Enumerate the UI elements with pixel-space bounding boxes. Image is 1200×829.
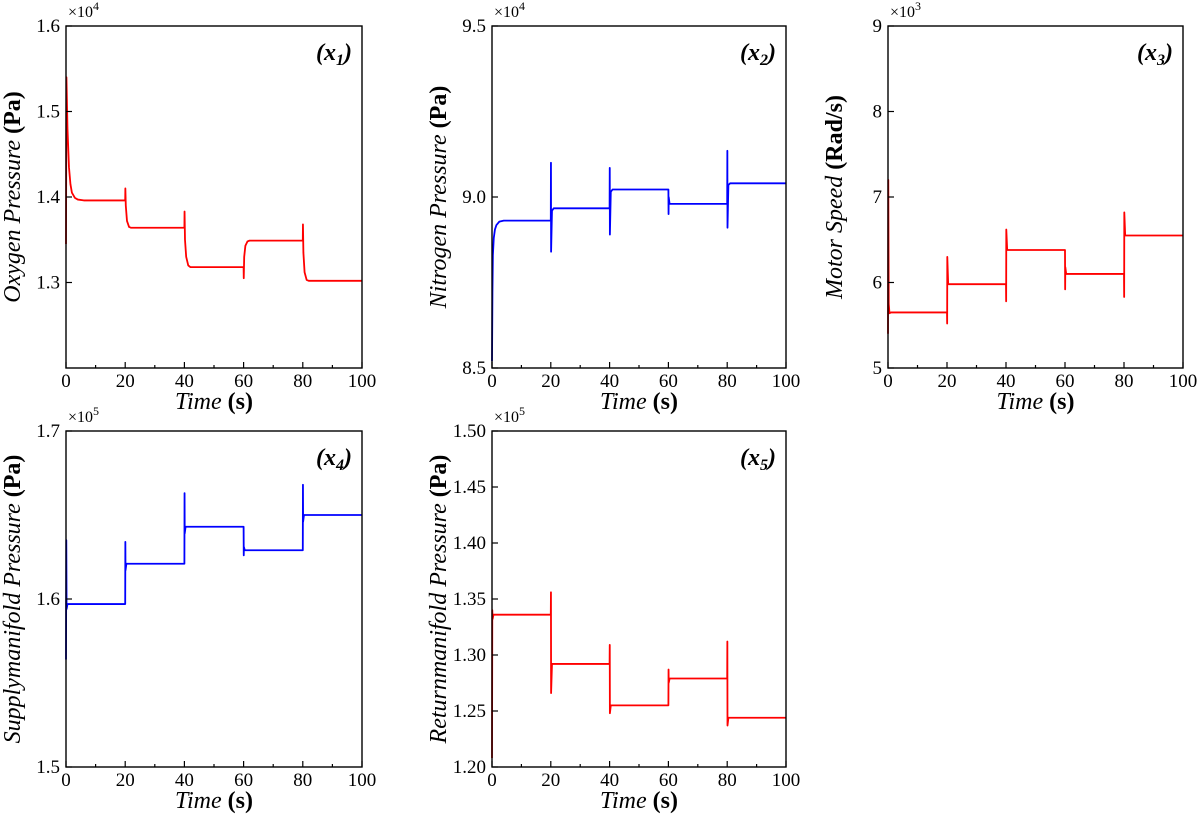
y-axis-label: Supplymanifold Pressure (Pa) [0, 455, 26, 744]
y-axis-label: Oxygen Pressure (Pa) [0, 91, 26, 303]
y-tick-label: 1.25 [453, 701, 486, 722]
x-tick-label: 0 [487, 371, 497, 392]
x-tick-label: 20 [116, 770, 135, 791]
x-axis-label: Time (s) [996, 389, 1074, 415]
x-tick-label: 60 [234, 371, 253, 392]
series-line-x5 [491, 591, 786, 759]
panel-tag: (x2) [740, 40, 776, 69]
y-axis-label: Nitrogen Pressure (Pa) [426, 86, 452, 310]
x-tick-label: 40 [175, 371, 194, 392]
y-tick-label: 1.30 [453, 645, 486, 666]
plot-frame [491, 25, 787, 369]
y-tick-label: 1.3 [36, 273, 60, 294]
x-tick-label: 60 [1056, 371, 1075, 392]
series-line-x1 [65, 76, 362, 282]
y-tick-label: 8 [873, 102, 883, 123]
plot-frame [65, 25, 363, 369]
chart-panel-x3: 0 20 40 60 80 100 5 6 7 8 9 ×103 (x3) Time (s) Motor S… [822, 0, 1197, 415]
y-tick-label: 5 [873, 358, 883, 379]
x-tick-label: 80 [1115, 371, 1134, 392]
x-axis-label: Time (s) [175, 389, 253, 415]
x-tick-label: 100 [348, 770, 377, 791]
x-tick-label: 80 [718, 371, 737, 392]
x-tick-label: 80 [718, 770, 737, 791]
x-tick-label: 60 [234, 770, 253, 791]
x-tick-label: 20 [541, 770, 560, 791]
x-tick-label: 20 [116, 371, 135, 392]
y-tick-label: 1.6 [36, 16, 60, 37]
x-tick-label: 100 [772, 371, 801, 392]
chart-panel-x2: 0 20 40 60 80 100 8.5 9.0 9.5 ×104 (x2) Time (s) Nit… [426, 0, 800, 415]
y-multiplier-label: ×105 [68, 404, 99, 426]
series-line-x3 [887, 178, 1183, 334]
y-multiplier-label: ×105 [494, 404, 525, 426]
chart-panel-x5: 0 20 40 60 80 100 1.20 1.25 1.30 1.35 1.40 1.45 1.50… [426, 404, 800, 814]
y-multiplier-label: ×104 [68, 0, 99, 21]
y-tick-label: 1.50 [453, 421, 486, 442]
series-line-x4 [65, 483, 362, 660]
x-tick-label: 40 [175, 770, 194, 791]
y-tick-label: 9 [873, 16, 883, 37]
y-tick-label: 1.5 [36, 757, 60, 778]
chart-panel-x1: 0 20 40 60 80 100 1.3 1.4 1.5 1.6 ×104 (x1) Time (s)… [0, 0, 376, 415]
y-multiplier-label: ×104 [494, 0, 525, 21]
y-tick-label: 6 [873, 273, 883, 294]
x-tick-label: 60 [659, 770, 678, 791]
plot-frame [491, 430, 787, 768]
y-tick-label: 1.5 [36, 102, 60, 123]
y-axis-label: Returnmanifold Pressure (Pa) [426, 455, 452, 745]
x-tick-label: 100 [348, 371, 377, 392]
x-tick-label: 80 [293, 371, 312, 392]
x-tick-label: 0 [61, 371, 71, 392]
x-tick-label: 80 [293, 770, 312, 791]
y-tick-label: 1.45 [453, 477, 486, 498]
series-line-x2 [491, 149, 786, 362]
y-multiplier-label: ×103 [890, 0, 921, 21]
panel-tag: (x4) [316, 445, 352, 474]
y-tick-label: 7 [873, 187, 883, 208]
y-tick-label: 1.4 [36, 187, 60, 208]
x-tick-label: 40 [600, 371, 619, 392]
x-tick-label: 0 [487, 770, 497, 791]
y-tick-label: 9.0 [462, 187, 486, 208]
chart-panel-x4: 0 20 40 60 80 100 1.5 1.6 1.7 ×105 (x4) Time (s) Sup… [0, 404, 376, 814]
y-tick-label: 1.7 [36, 421, 60, 442]
y-axis-label: Motor Speed (Rad/s) [822, 95, 848, 300]
x-axis-label: Time (s) [175, 788, 253, 814]
panel-tag: (x5) [740, 445, 776, 474]
panel-tag: (x3) [1137, 40, 1173, 69]
y-tick-label: 1.40 [453, 533, 486, 554]
y-tick-label: 8.5 [462, 358, 486, 379]
y-tick-label: 1.35 [453, 589, 486, 610]
x-tick-label: 60 [659, 371, 678, 392]
x-tick-label: 0 [883, 371, 893, 392]
x-tick-label: 40 [600, 770, 619, 791]
y-tick-label: 9.5 [462, 16, 486, 37]
x-tick-label: 20 [938, 371, 957, 392]
plot-frame [887, 25, 1184, 369]
x-tick-label: 100 [1169, 371, 1198, 392]
x-tick-label: 0 [61, 770, 71, 791]
x-axis-label: Time (s) [600, 788, 678, 814]
x-tick-label: 100 [772, 770, 801, 791]
panel-tag: (x1) [316, 40, 352, 69]
plot-frame [65, 430, 363, 768]
y-tick-label: 1.6 [36, 589, 60, 610]
y-tick-label: 1.20 [453, 757, 486, 778]
x-tick-label: 40 [997, 371, 1016, 392]
x-axis-label: Time (s) [600, 389, 678, 415]
x-tick-label: 20 [541, 371, 560, 392]
